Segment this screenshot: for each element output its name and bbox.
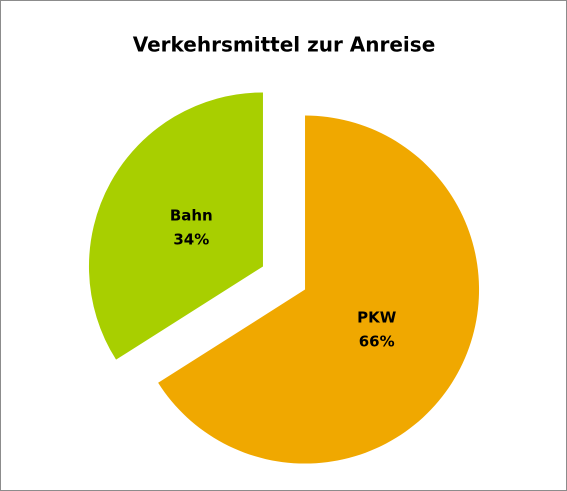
- chart-title: Verkehrsmittel zur Anreise: [133, 33, 436, 57]
- slice-value-label: 66%: [359, 332, 395, 350]
- slice-category-label: Bahn: [170, 207, 213, 225]
- slice-category-label: PKW: [357, 308, 397, 326]
- pie-slice: [158, 115, 480, 464]
- slice-value-label: 34%: [173, 231, 209, 249]
- pie-slice: [88, 92, 263, 360]
